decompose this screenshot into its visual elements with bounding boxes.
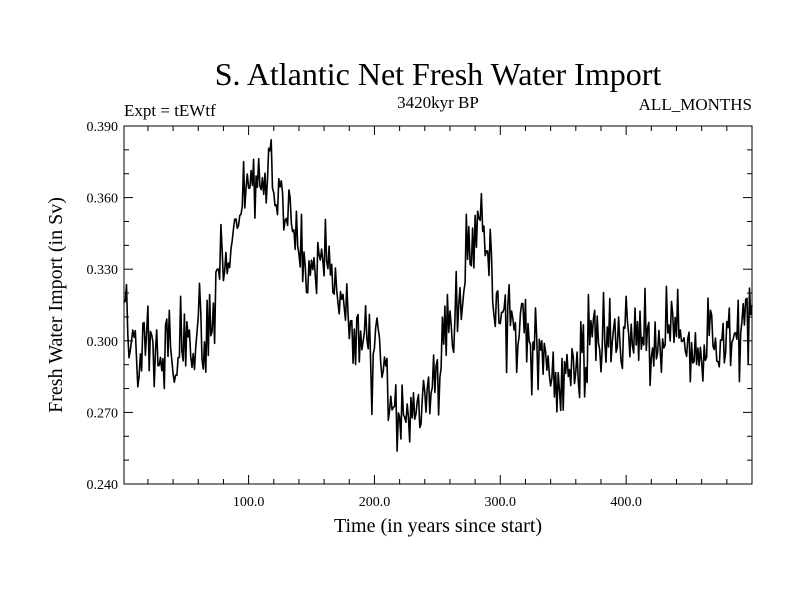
y-tick-label: 0.360: [87, 192, 119, 207]
period-label: ALL_MONTHS: [639, 95, 752, 114]
y-axis-label: Fresh Water Import (in Sv): [45, 197, 67, 413]
experiment-label: Expt = tEWtf: [124, 101, 216, 120]
x-tick-label: 100.0: [233, 495, 265, 510]
axis-ticks: [124, 126, 752, 484]
y-tick-label: 0.390: [87, 120, 119, 135]
y-tick-label: 0.300: [87, 335, 119, 350]
fresh-water-import-line: [123, 139, 753, 452]
y-tick-label: 0.330: [87, 263, 119, 278]
x-axis-label: Time (in years since start): [334, 515, 542, 537]
chart-title: S. Atlantic Net Fresh Water Import: [215, 56, 662, 92]
x-tick-label: 400.0: [610, 495, 642, 510]
x-tick-label: 300.0: [485, 495, 517, 510]
x-tick-label: 200.0: [359, 495, 391, 510]
tick-labels: 100.0 200.0 300.0 400.0 0.240 0.270 0.300 0.330…: [87, 120, 642, 510]
y-tick-label: 0.270: [87, 406, 119, 421]
plot-frame: [123, 125, 753, 485]
y-tick-label: 0.240: [87, 478, 119, 493]
chart-subtitle: 3420kyr BP: [397, 93, 479, 112]
